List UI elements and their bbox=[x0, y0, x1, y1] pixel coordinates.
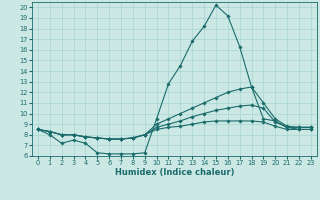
X-axis label: Humidex (Indice chaleur): Humidex (Indice chaleur) bbox=[115, 168, 234, 177]
